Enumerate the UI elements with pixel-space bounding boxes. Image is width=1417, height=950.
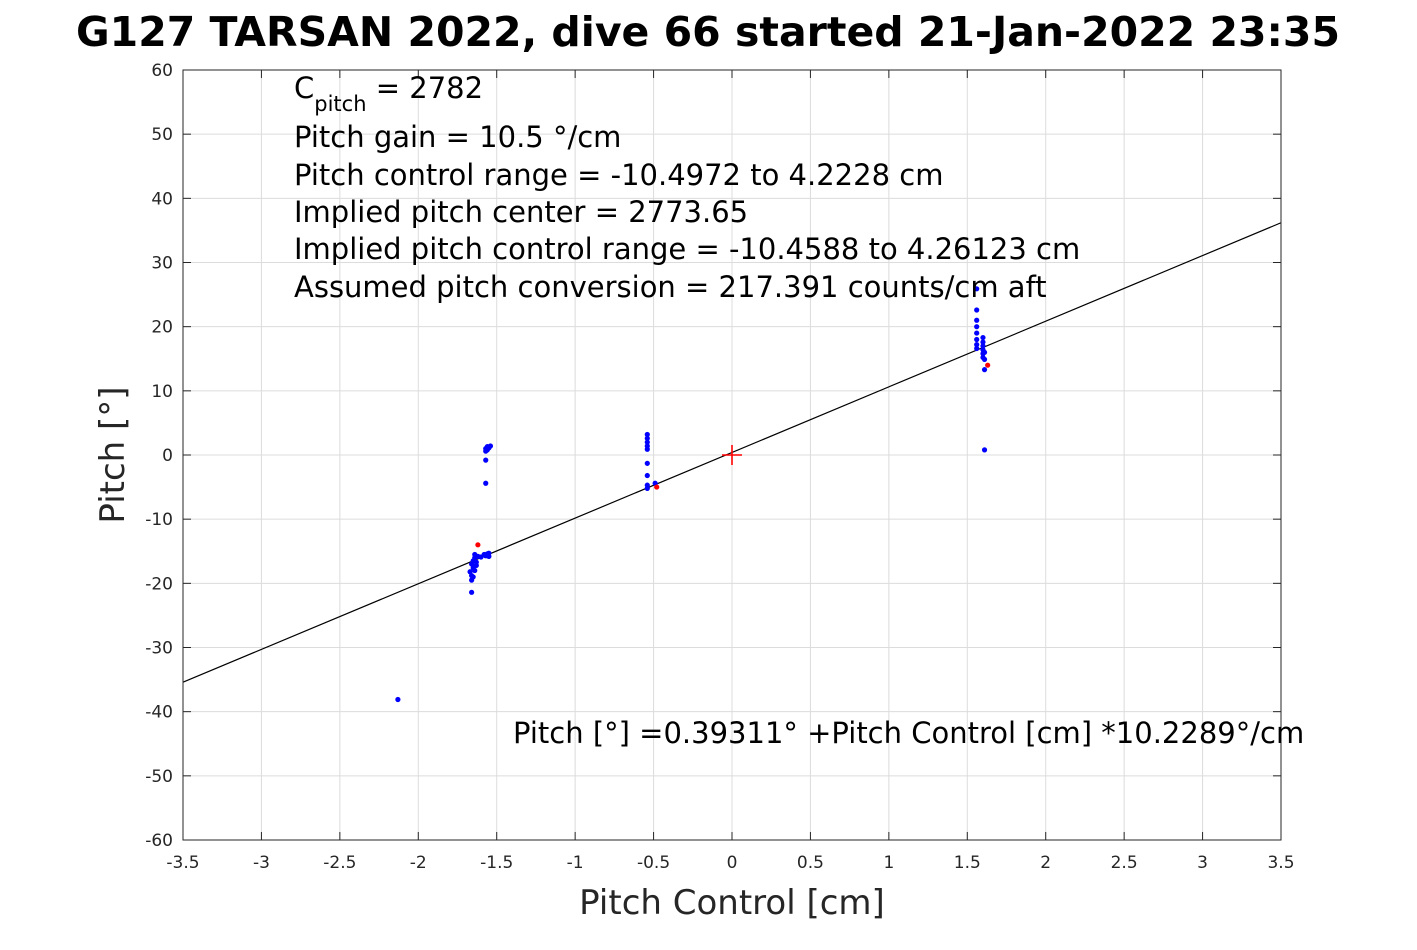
data-point xyxy=(974,317,980,323)
annotation-implied-range: Implied pitch control range = -10.4588 t… xyxy=(294,232,1080,266)
x-tick-label: -1 xyxy=(567,853,584,873)
x-tick-label: 1.5 xyxy=(954,853,981,873)
annotation-cpitch: Cpitch = 2782 xyxy=(294,71,483,116)
x-tick-label: -3.5 xyxy=(166,853,199,873)
data-point xyxy=(981,356,988,362)
data-point xyxy=(654,484,660,490)
data-point xyxy=(981,447,988,453)
grid xyxy=(183,70,1281,840)
data-point xyxy=(644,439,650,445)
y-tick-label: -20 xyxy=(145,574,173,594)
x-tick-label: 2 xyxy=(1040,853,1051,873)
y-tick-label: 40 xyxy=(151,189,173,209)
center-marker-layer xyxy=(722,445,742,465)
x-tick-label: 3.5 xyxy=(1267,853,1294,873)
data-point xyxy=(644,472,650,479)
y-tick-label: -50 xyxy=(145,767,173,787)
data-point xyxy=(644,446,650,452)
data-point xyxy=(644,460,650,466)
x-tick-label: -3 xyxy=(253,853,270,873)
y-tick-label: -30 xyxy=(145,639,173,659)
data-point xyxy=(644,431,650,438)
x-tick-label: 0 xyxy=(727,853,738,873)
annotation-pitch-conversion: Assumed pitch conversion = 217.391 count… xyxy=(294,270,1047,304)
y-tick-label: -40 xyxy=(145,703,173,723)
x-tick-label: -1.5 xyxy=(480,853,513,873)
data-point xyxy=(644,435,650,441)
data-point xyxy=(487,443,494,449)
data-point xyxy=(483,457,489,463)
y-tick-label: 60 xyxy=(151,61,173,81)
x-tick-label: 0.5 xyxy=(797,853,824,873)
axes-frame xyxy=(182,69,1282,841)
x-tick-label: -2.5 xyxy=(323,853,356,873)
data-point xyxy=(980,343,986,349)
data-point xyxy=(395,696,401,703)
data-point xyxy=(467,569,473,575)
x-tick-label: -0.5 xyxy=(637,853,670,873)
x-tick-label: 2.5 xyxy=(1111,853,1138,873)
data-point xyxy=(974,330,980,336)
data-point xyxy=(472,567,478,574)
data-point xyxy=(974,324,980,330)
y-tick-label: -60 xyxy=(145,831,173,851)
data-point xyxy=(980,334,986,341)
data-point xyxy=(974,336,980,343)
annotation-fit-equation: Pitch [°] =0.39311° +Pitch Control [cm] … xyxy=(513,716,1304,750)
y-tick-label: 20 xyxy=(151,318,173,338)
data-point xyxy=(470,574,476,580)
annotation-pitch-gain: Pitch gain = 10.5 °/cm xyxy=(294,120,621,154)
chart-title: G127 TARSAN 2022, dive 66 started 21-Jan… xyxy=(76,8,1340,56)
data-point xyxy=(974,307,980,313)
data-point xyxy=(980,339,986,345)
data-points xyxy=(395,286,991,703)
y-tick-label: 10 xyxy=(151,382,173,402)
data-point xyxy=(981,367,988,373)
data-point xyxy=(486,550,492,556)
y-axis-label: Pitch [°] xyxy=(93,386,133,523)
data-point xyxy=(981,349,988,355)
y-tick-label: 50 xyxy=(151,125,173,145)
y-tick-label: 0 xyxy=(162,446,173,466)
plot-frame xyxy=(182,69,1282,841)
tick-labels: -3.5 -3 -2.5 -2 -1.5 -1 -0.5 0 0.5 1 1.5 2 2.5 3 3.5 60… xyxy=(145,61,1294,873)
annotation-pitch-control-range: Pitch control range = -10.4972 to 4.2228… xyxy=(294,158,943,192)
x-tick-label: 1 xyxy=(883,853,894,873)
data-point xyxy=(473,559,479,565)
x-tick-label: 3 xyxy=(1197,853,1208,873)
data-point xyxy=(475,542,481,548)
data-point xyxy=(985,362,991,368)
data-point xyxy=(974,342,980,348)
data-point xyxy=(974,286,980,292)
data-point xyxy=(644,485,650,491)
data-point xyxy=(483,480,489,486)
annotation-implied-center: Implied pitch center = 2773.65 xyxy=(294,195,748,229)
y-tick-label: 30 xyxy=(151,254,173,274)
y-tick-label: -10 xyxy=(145,510,173,530)
data-point xyxy=(469,589,475,595)
data-point xyxy=(974,345,980,352)
x-tick-label: -2 xyxy=(410,853,427,873)
x-axis-label: Pitch Control [cm] xyxy=(579,883,885,923)
